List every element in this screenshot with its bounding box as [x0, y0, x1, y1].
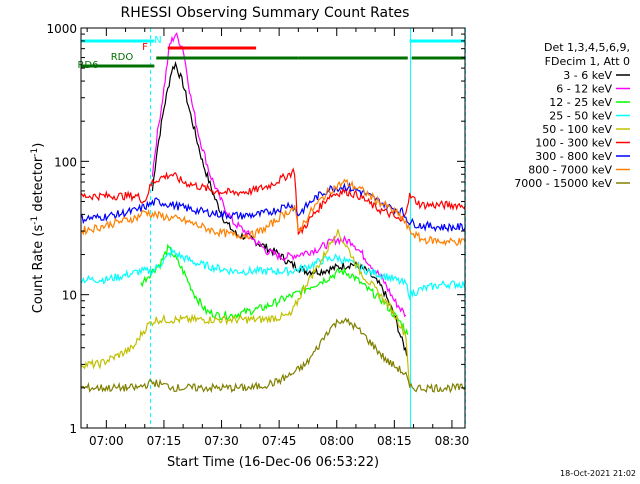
plot-frame	[80, 27, 466, 429]
x-tick-label: 08:00	[319, 434, 354, 448]
x-tick-label: 07:15	[147, 434, 182, 448]
y-axis-label-end: )	[31, 143, 46, 148]
legend-entry-label: 100 - 300 keV	[535, 137, 612, 150]
y-tick-label: 1000	[46, 22, 77, 36]
y-tick-label: 10	[62, 289, 77, 303]
y-axis-label-mid: detector	[31, 156, 46, 216]
legend-entry-label: 800 - 7000 keV	[528, 164, 612, 177]
x-axis-label: Start Time (16-Dec-06 06:53:22)	[167, 455, 379, 470]
legend-entry-label: 300 - 800 keV	[535, 150, 612, 163]
chart-title: RHESSI Observing Summary Count Rates	[121, 5, 410, 21]
flag-label-f: F	[142, 42, 148, 53]
x-tick-label: 08:15	[377, 434, 412, 448]
legend-entry-label: 12 - 25 keV	[549, 96, 612, 109]
y-axis-ticks: 1 10 100 1000	[46, 22, 465, 436]
y-tick-label: 1	[69, 422, 77, 436]
flag-bars: NF RDO RD6	[77, 35, 465, 71]
x-tick-label: 08:30	[435, 434, 470, 448]
flag-label-rdo: RDO	[111, 52, 134, 63]
x-axis-ticks: 07:00 07:15 07:30 07:45 08:00 08:15 08:30	[86, 28, 470, 448]
legend-entry-label: 3 - 6 keV	[563, 69, 612, 82]
legend-entry-label: 25 - 50 keV	[549, 110, 612, 123]
legend-entry-label: 50 - 100 keV	[542, 123, 612, 136]
series-lines	[81, 32, 465, 394]
flag-label-rd6: RD6	[77, 60, 98, 71]
y-axis-label-sup2: -1	[30, 148, 40, 157]
series-line-50-100-kev	[81, 229, 411, 388]
series-line-300-800-kev	[81, 181, 465, 233]
y-axis-label: Count Rate (s-1 detector-1)	[30, 143, 46, 314]
series-line-800-7000-kev	[81, 178, 465, 247]
plot-area: NF RDO RD6	[77, 28, 466, 428]
y-axis-label-sup1: -1	[30, 216, 40, 225]
series-line-100-300-kev	[81, 167, 465, 236]
y-tick-label: 100	[54, 155, 77, 169]
legend-header-line-2: FDecim 1, Att 0	[545, 55, 630, 68]
footer-timestamp: 18-Oct-2021 21:02	[560, 469, 636, 478]
legend-header-line-1: Det 1,3,4,5,6,9,	[544, 41, 630, 54]
x-tick-label: 07:45	[262, 434, 297, 448]
flag-label-n: N	[154, 35, 161, 46]
series-line-25-50-kev	[81, 246, 465, 301]
x-tick-label: 07:30	[204, 434, 239, 448]
series-line-7000-15000-kev	[81, 317, 465, 394]
legend: Det 1,3,4,5,6,9, FDecim 1, Att 0 3 - 6 k…	[514, 41, 630, 190]
series-line-6-12-kev	[151, 32, 407, 318]
x-tick-label: 07:00	[89, 434, 124, 448]
series-line-12-25-kev	[140, 243, 409, 336]
legend-entry-label: 6 - 12 keV	[556, 83, 612, 96]
legend-entry-label: 7000 - 15000 keV	[514, 177, 612, 190]
y-axis-label-main: Count Rate (s	[31, 225, 46, 314]
